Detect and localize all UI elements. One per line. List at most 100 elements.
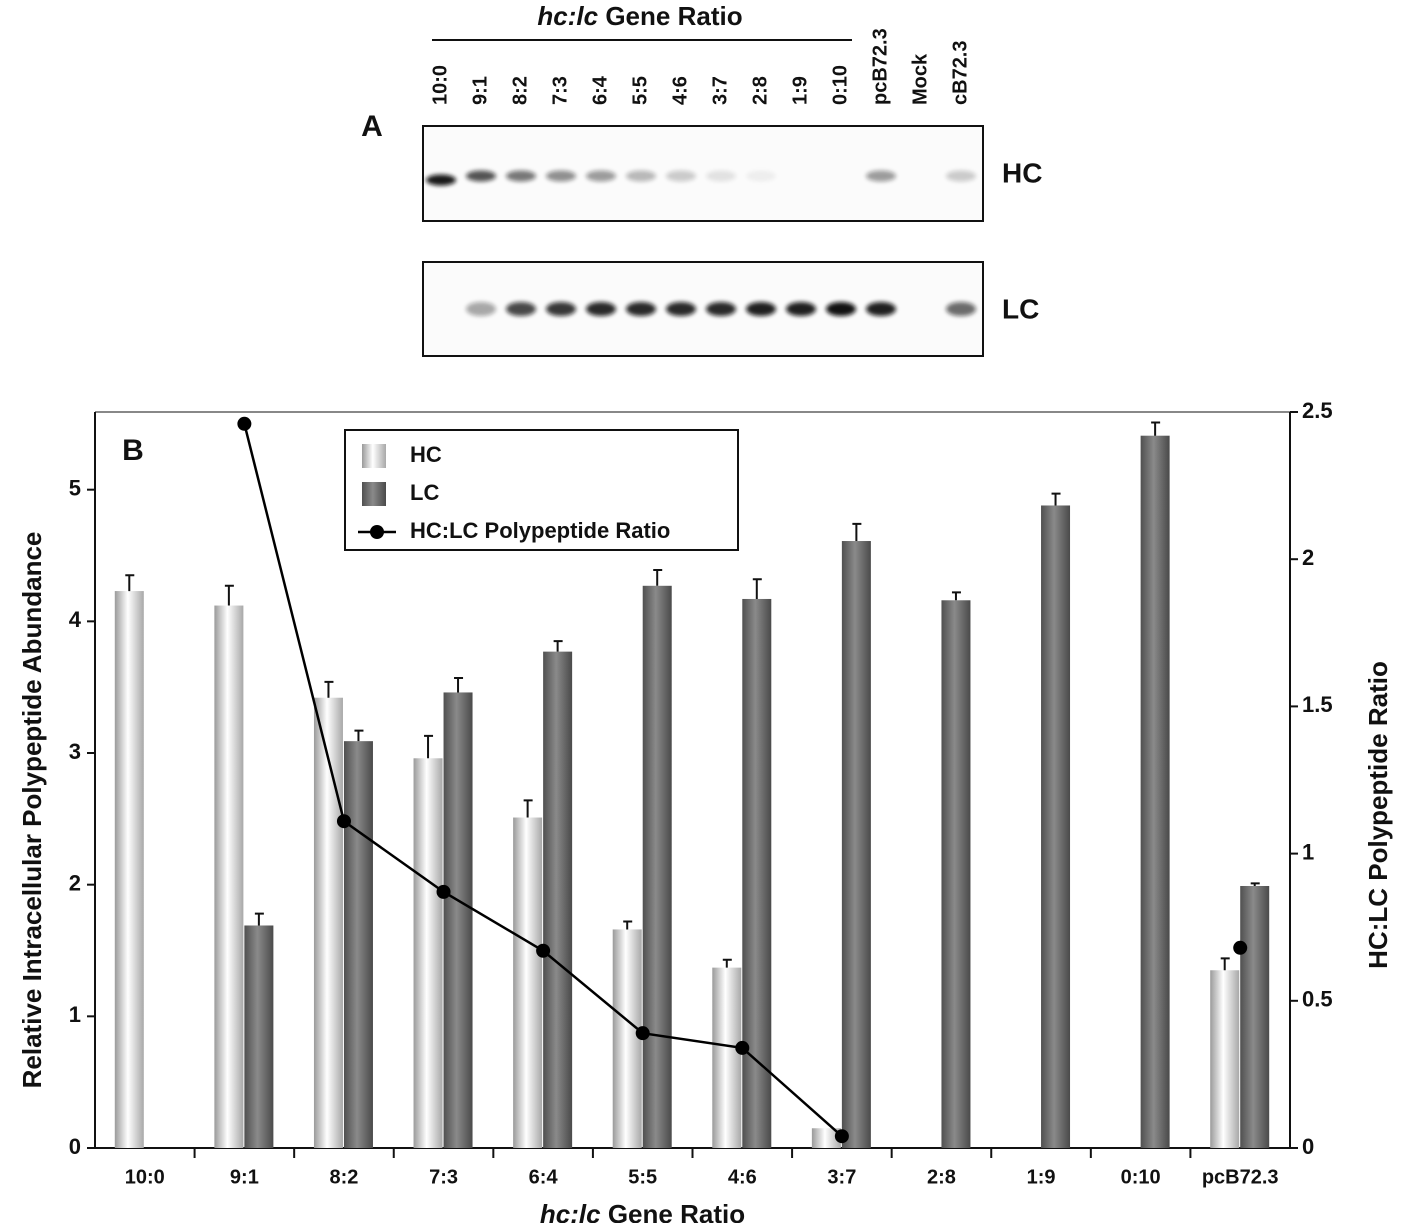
band [506, 170, 536, 182]
y2-tick-label: 1.5 [1302, 692, 1333, 717]
band [546, 302, 576, 316]
point [536, 943, 551, 958]
bar [513, 817, 543, 1148]
y2-axis-title: HC:LC Polypeptide Ratio [1363, 661, 1393, 969]
error-bar [653, 568, 663, 586]
band [666, 302, 696, 316]
error-bar [224, 584, 234, 606]
bar [642, 585, 672, 1148]
band [586, 170, 616, 182]
band [826, 302, 856, 316]
x-tick-label: 1:9 [1027, 1166, 1056, 1188]
bar [941, 600, 971, 1148]
y2-tick-label: 2 [1302, 545, 1314, 570]
bar [114, 591, 144, 1148]
bar [543, 651, 573, 1148]
x-tick-label: 10:0 [125, 1166, 165, 1188]
band [706, 302, 736, 316]
bar [841, 541, 871, 1148]
band [866, 302, 896, 316]
bar [1240, 885, 1270, 1148]
lane-label: 2:8 [749, 76, 771, 105]
band [426, 174, 456, 186]
error-bar [454, 676, 464, 693]
band [466, 170, 496, 182]
band [466, 302, 496, 316]
band [586, 302, 616, 316]
bar [612, 929, 642, 1148]
y-axis-title: Relative Intracellular Polypeptide Abund… [17, 532, 47, 1089]
bands [426, 170, 976, 316]
lane-label: 0:10 [829, 65, 851, 105]
point [834, 1129, 849, 1144]
y-tick-label: 5 [69, 475, 81, 500]
error-bar [1220, 957, 1230, 971]
point [237, 416, 252, 431]
lane-label: 8:2 [509, 76, 531, 105]
legend-dot [370, 525, 384, 539]
lane-label: 5:5 [629, 76, 651, 105]
y-tick-label: 0 [69, 1134, 81, 1159]
x-tick-label: 3:7 [827, 1166, 856, 1188]
y-tick-label: 1 [69, 1002, 81, 1027]
lane-label: 6:4 [589, 75, 611, 105]
y-tick-label: 2 [69, 870, 81, 895]
panel-label: B [122, 434, 144, 467]
x-tick-label: 5:5 [628, 1166, 657, 1188]
error-bar [324, 680, 334, 698]
bar [214, 605, 244, 1148]
x-tick-label: pcB72.3 [1202, 1166, 1279, 1188]
error-bar [623, 920, 633, 930]
band [666, 170, 696, 182]
error-bar [1250, 882, 1260, 886]
band [866, 170, 896, 182]
error-bar [852, 522, 862, 542]
blot-hc [422, 125, 984, 222]
x-tick-label: 6:4 [529, 1166, 559, 1188]
x-tick-label: 9:1 [230, 1166, 259, 1188]
bar [712, 967, 742, 1148]
row-label: HC [1002, 157, 1042, 188]
point [436, 884, 451, 899]
error-bar [254, 912, 264, 926]
lane-label: 9:1 [469, 76, 491, 105]
band [546, 170, 576, 182]
bar [1041, 505, 1071, 1148]
error-bar [553, 640, 563, 652]
error-bar [523, 799, 533, 818]
row-label: LC [1002, 293, 1039, 324]
x-tick-label: 0:10 [1121, 1166, 1161, 1188]
y-tick-label: 3 [69, 739, 81, 764]
band [946, 170, 976, 182]
error-bar [424, 734, 434, 759]
legend-label: LC [410, 480, 439, 505]
band [746, 170, 776, 182]
point [1233, 940, 1248, 955]
bar [313, 697, 343, 1148]
bar [413, 758, 443, 1148]
y2-tick-label: 2.5 [1302, 398, 1333, 423]
x-tick-label: 4:6 [728, 1166, 757, 1188]
panel-label: A [361, 110, 383, 143]
band [626, 170, 656, 182]
legend-swatch [362, 482, 386, 506]
bar [443, 692, 473, 1148]
band [626, 302, 656, 316]
bar [1140, 435, 1170, 1148]
blot-title: hc:lc Gene Ratio [537, 1, 742, 31]
bar [244, 925, 274, 1148]
y2-tick-label: 1 [1302, 839, 1314, 864]
error-bar [125, 574, 135, 592]
band [746, 302, 776, 316]
legend-label: HC:LC Polypeptide Ratio [410, 518, 670, 543]
lane-label: 3:7 [709, 76, 731, 105]
y2-tick-label: 0.5 [1302, 987, 1333, 1012]
x-tick-label: 7:3 [429, 1166, 458, 1188]
point [735, 1040, 750, 1055]
bar [343, 741, 373, 1148]
band [786, 302, 816, 316]
x-tick-label: 8:2 [330, 1166, 359, 1188]
band [706, 170, 736, 182]
error-bar [752, 578, 762, 599]
